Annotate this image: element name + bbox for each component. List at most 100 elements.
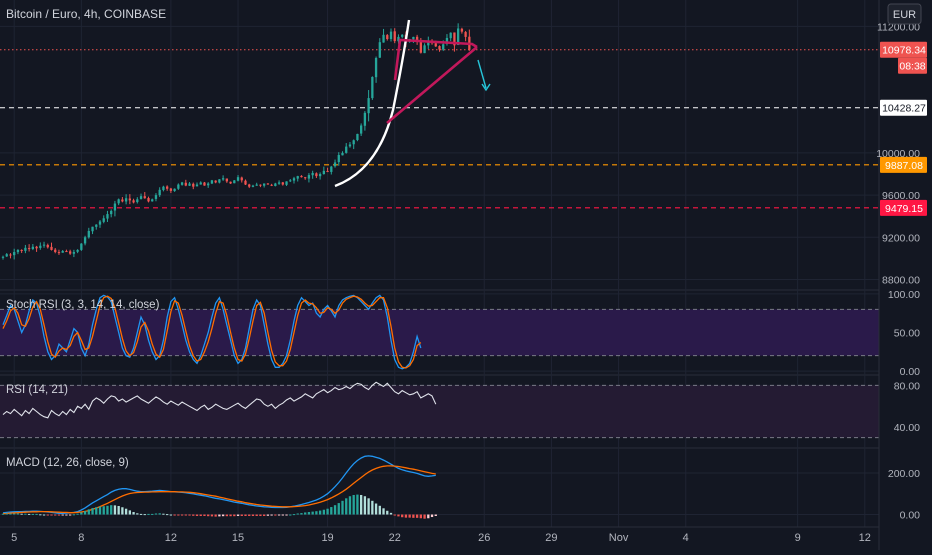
macd-hist-bar xyxy=(151,513,154,515)
macd-hist-bar xyxy=(255,514,258,516)
candle xyxy=(251,184,255,188)
candle xyxy=(240,176,243,183)
candle-body xyxy=(423,45,426,54)
candle-body xyxy=(304,177,307,179)
candle-body xyxy=(318,174,322,177)
candle xyxy=(270,183,273,187)
candle-body xyxy=(98,221,102,225)
projection-arrow-drawing[interactable] xyxy=(477,59,487,89)
macd-hist-bar xyxy=(13,513,16,515)
macd-hist-bar xyxy=(1,513,5,515)
macd-hist-bar xyxy=(378,505,381,515)
candle xyxy=(192,182,195,190)
candle xyxy=(307,173,311,183)
candle-body xyxy=(453,32,456,46)
price-tag-3 xyxy=(880,199,927,216)
macd-hist-bar xyxy=(169,514,173,516)
candle-body xyxy=(57,252,61,254)
candle-body xyxy=(35,246,38,249)
drawings[interactable] xyxy=(334,19,491,188)
time-tick-label: 5 xyxy=(11,532,17,544)
macd-hist-bar xyxy=(337,503,340,515)
macd-hist-bar xyxy=(98,506,102,515)
macd-hist-bar xyxy=(266,514,270,516)
macd-hist-bar xyxy=(173,514,176,516)
macd-hist-bar xyxy=(307,512,311,515)
candle xyxy=(367,90,370,122)
macd-hist-bar xyxy=(31,513,35,515)
time-tick-label: 29 xyxy=(545,532,557,544)
macd-hist-bar xyxy=(363,496,367,515)
candle-body xyxy=(412,36,415,40)
macd-hist-bar xyxy=(341,500,344,515)
candle xyxy=(356,133,359,142)
macd-hist-bar xyxy=(304,512,307,515)
candle-body xyxy=(207,183,210,186)
candle xyxy=(180,181,184,186)
candle xyxy=(274,182,277,187)
candle-body xyxy=(352,140,355,145)
candle xyxy=(132,198,135,204)
candle xyxy=(61,249,64,253)
candle xyxy=(382,28,385,43)
candle xyxy=(98,219,102,228)
macd-hist-bar xyxy=(16,513,20,515)
price-tick-label: 8800.00 xyxy=(882,274,920,286)
chart-labels: Stoch RSI (3, 3, 14, 14, close) RSI (14, … xyxy=(6,299,160,469)
candle-body xyxy=(136,199,139,203)
macd-hist-bar xyxy=(389,512,393,515)
candle-body xyxy=(95,224,98,227)
candle-body xyxy=(296,176,299,179)
time-tick-label: Nov xyxy=(609,532,629,544)
indicator-series-0 xyxy=(2,294,422,370)
macd-hist-bar xyxy=(367,498,370,515)
candle-body xyxy=(236,177,240,181)
price-axis-background xyxy=(879,0,932,550)
candle-body xyxy=(434,43,437,47)
triangle-upper-drawing[interactable] xyxy=(393,38,478,81)
candle-body xyxy=(54,249,57,253)
candle xyxy=(31,244,35,251)
time-axis[interactable]: 5 8 12 15 19 22 26 29 Nov 4 9 12 xyxy=(0,526,879,544)
candle xyxy=(83,235,87,246)
candle xyxy=(438,45,441,52)
candles[interactable] xyxy=(1,23,471,260)
candle xyxy=(188,182,191,186)
macd-hist-bar xyxy=(259,514,262,516)
macd-hist-bar xyxy=(371,500,374,515)
candle xyxy=(337,152,340,166)
candle xyxy=(20,249,23,253)
macd-hist-bar xyxy=(207,514,210,517)
candle-body xyxy=(124,198,128,202)
price-tag-1 xyxy=(880,99,927,116)
candle-body xyxy=(285,181,288,185)
macd-hist-bar xyxy=(300,513,303,515)
candle-body xyxy=(24,247,27,251)
candle-body xyxy=(195,184,199,187)
macd-hist-bar xyxy=(42,514,46,516)
price-tick-label: 50.00 xyxy=(894,328,920,340)
candle-body xyxy=(378,42,381,58)
candle-body xyxy=(177,184,180,189)
candle xyxy=(322,166,326,175)
candle xyxy=(57,249,61,255)
candle xyxy=(259,184,262,188)
price-axis[interactable]: 8800.009200.009600.0010000.0011200.000.0… xyxy=(876,0,932,550)
candle xyxy=(110,209,113,218)
parabolic-curve-drawing[interactable] xyxy=(334,19,411,188)
candle-body xyxy=(65,251,68,253)
triangle-lower-drawing[interactable] xyxy=(386,46,478,124)
candle-body xyxy=(363,112,367,126)
candle xyxy=(315,172,318,179)
candle-body xyxy=(415,36,419,42)
currency-button[interactable] xyxy=(887,3,922,25)
price-tick-label: 200.00 xyxy=(888,468,920,480)
candle-body xyxy=(102,218,105,222)
candle-body xyxy=(248,184,251,187)
candle-body xyxy=(374,58,378,78)
candle-body xyxy=(72,252,76,254)
candle xyxy=(203,181,206,186)
candle-body xyxy=(117,199,120,204)
